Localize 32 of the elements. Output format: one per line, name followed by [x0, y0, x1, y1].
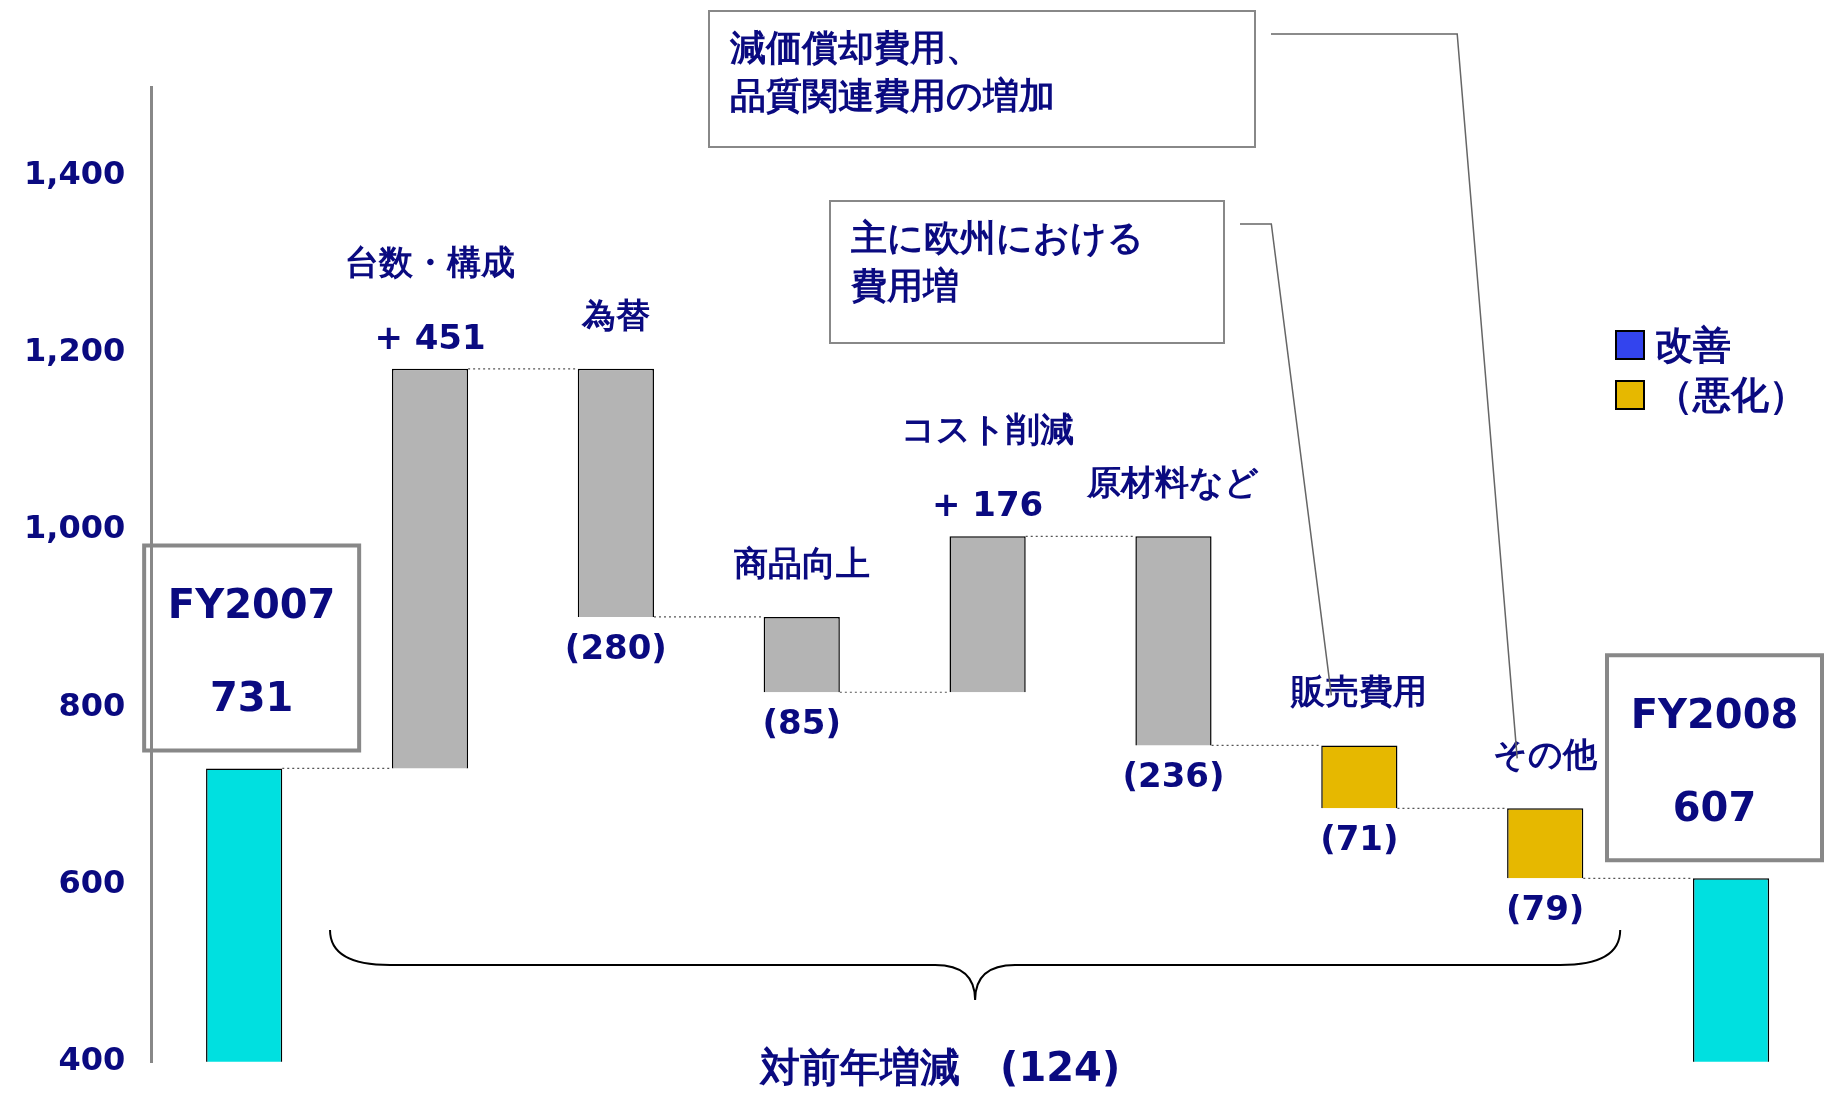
annotation: 為替 [580, 294, 650, 335]
annotation: 品質関連費用の増加 [730, 74, 1056, 118]
annotation: 改善 [1654, 321, 1732, 369]
callout-box: 主に欧州における 費用増 [829, 200, 1225, 344]
annotation: 台数・構成 [345, 241, 516, 282]
annotation: 原材料など [1086, 462, 1260, 503]
annotation: 販売費用 [1290, 671, 1428, 712]
data-label: 731 [209, 673, 294, 720]
y-tick-label: 1,000 [24, 508, 126, 547]
annotation: コスト削減 [901, 409, 1075, 450]
annotation: （悪化） [1654, 371, 1807, 419]
annotation: その他 [1493, 734, 1599, 775]
y-tick-label: 400 [58, 1040, 126, 1079]
y-tick-label: 1,400 [24, 153, 126, 192]
data-label: (71) [1320, 818, 1399, 859]
data-label: (85) [762, 702, 841, 743]
data-label: + 176 [931, 484, 1044, 525]
y-tick-label: 600 [58, 862, 126, 901]
annotation: 対前年増減 (124) [760, 1043, 1121, 1092]
data-label: (236) [1122, 755, 1225, 796]
annotation: 主に欧州における [851, 216, 1145, 260]
callout-box: 減価償却費用、 品質関連費用の増加 [708, 10, 1256, 148]
data-label: (280) [564, 626, 667, 667]
y-tick-label: 800 [58, 685, 126, 724]
data-label: (79) [1506, 888, 1585, 929]
annotation: 費用増 [851, 264, 960, 308]
annotation: FY2008 [1630, 690, 1799, 737]
annotation: FY2007 [167, 580, 336, 627]
data-label: + 451 [374, 316, 486, 357]
y-tick-label: 1,200 [24, 331, 126, 370]
data-label: 607 [1672, 783, 1757, 830]
annotation: 商品向上 [733, 542, 870, 583]
